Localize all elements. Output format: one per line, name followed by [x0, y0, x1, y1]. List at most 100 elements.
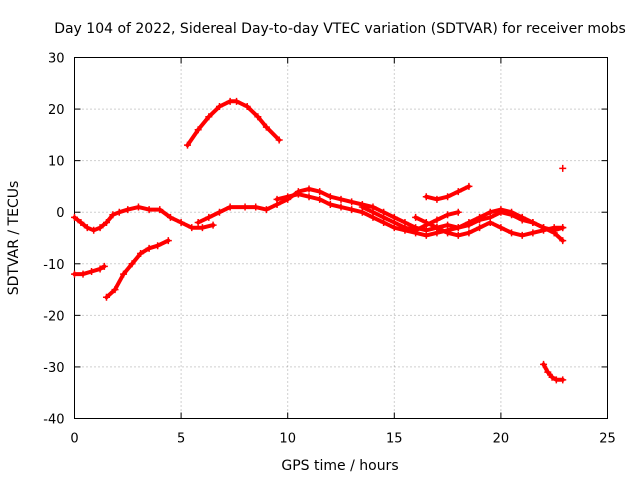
- data-point: [454, 224, 462, 232]
- data-point: [188, 224, 196, 232]
- series-arc-7: [358, 203, 462, 234]
- data-point: [518, 213, 526, 221]
- data-point: [486, 219, 494, 227]
- data-point: [326, 193, 334, 201]
- data-point: [559, 224, 567, 232]
- data-point: [90, 226, 98, 234]
- y-tick-label: -30: [43, 361, 64, 376]
- data-point: [465, 219, 473, 227]
- data-point: [262, 206, 270, 214]
- data-point: [412, 226, 420, 234]
- series-arc-4: [183, 97, 283, 149]
- data-point: [540, 360, 548, 368]
- data-point: [497, 224, 505, 232]
- data-point: [552, 376, 560, 384]
- data-point: [226, 203, 234, 211]
- data-point: [444, 229, 452, 237]
- data-point: [529, 219, 537, 227]
- data-point: [205, 213, 213, 221]
- x-tick-label: 25: [599, 432, 616, 447]
- series-arc-1: [71, 203, 217, 234]
- data-point: [476, 224, 484, 232]
- series-line: [104, 238, 171, 300]
- data-point: [79, 270, 87, 278]
- data-point: [444, 211, 452, 219]
- y-tick-labels: 30 20 10 0 -10 -20 -30 -40: [43, 52, 64, 428]
- y-tick-label: -10: [43, 258, 64, 273]
- data-point: [305, 193, 313, 201]
- data-point: [508, 208, 516, 216]
- data-point: [102, 219, 110, 227]
- y-tick-label: 0: [56, 206, 64, 221]
- plot-frame: [74, 57, 608, 419]
- series-arc-5: [194, 185, 567, 234]
- data-point: [550, 224, 558, 232]
- data-point: [156, 206, 164, 214]
- data-point: [194, 219, 202, 227]
- data-point: [465, 182, 473, 190]
- data-point: [316, 195, 324, 203]
- x-tick-label: 10: [279, 432, 296, 447]
- data-point: [422, 193, 430, 201]
- data-point: [273, 195, 281, 203]
- data-point: [497, 206, 505, 214]
- data-point: [137, 249, 145, 257]
- data-point: [215, 102, 223, 110]
- data-point: [390, 219, 398, 227]
- data-point: [275, 136, 283, 144]
- data-point: [120, 270, 128, 278]
- data-point: [215, 208, 223, 216]
- chart-title: Day 104 of 2022, Sidereal Day-to-day VTE…: [54, 21, 626, 37]
- axis-ticks: [74, 57, 608, 419]
- data-point: [205, 113, 213, 121]
- data-point: [454, 231, 462, 239]
- series-point-1: [559, 164, 567, 172]
- data-point: [369, 208, 377, 216]
- series-line: [275, 192, 565, 243]
- data-point: [233, 97, 241, 105]
- data-point: [134, 203, 142, 211]
- data-point: [444, 193, 452, 201]
- x-tick-label: 20: [493, 432, 510, 447]
- data-point: [518, 231, 526, 239]
- data-point: [559, 237, 567, 245]
- data-point: [348, 198, 356, 206]
- x-tick-label: 5: [177, 432, 185, 447]
- data-point: [540, 226, 548, 234]
- data-point: [401, 224, 409, 232]
- series-arc-9: [412, 213, 567, 239]
- data-point: [529, 229, 537, 237]
- x-tick-labels: 0 5 10 15 20 25: [70, 432, 615, 447]
- data-point: [454, 188, 462, 196]
- data-point: [252, 203, 260, 211]
- data-point: [128, 260, 136, 268]
- grid: [74, 57, 608, 419]
- data-point: [544, 368, 552, 376]
- x-tick-label: 0: [70, 432, 78, 447]
- data-point: [548, 373, 556, 381]
- data-point: [465, 229, 473, 237]
- series-line: [360, 205, 461, 233]
- data-point: [154, 242, 162, 250]
- y-tick-label: -20: [43, 309, 64, 324]
- data-point: [124, 206, 132, 214]
- data-point: [559, 164, 567, 172]
- data-point: [145, 244, 153, 252]
- data-point: [194, 126, 202, 134]
- data-point: [348, 206, 356, 214]
- data-point: [241, 203, 249, 211]
- data-point: [358, 203, 366, 211]
- data-point: [102, 293, 110, 301]
- data-point: [433, 195, 441, 203]
- data-point: [412, 213, 420, 221]
- y-tick-label: 30: [48, 52, 65, 67]
- data-point: [83, 224, 91, 232]
- data-point: [262, 123, 270, 131]
- series-arc-3: [102, 237, 172, 301]
- data-point: [198, 224, 206, 232]
- data-point: [109, 211, 117, 219]
- data-point: [422, 231, 430, 239]
- data-point: [166, 213, 174, 221]
- data-point: [145, 206, 153, 214]
